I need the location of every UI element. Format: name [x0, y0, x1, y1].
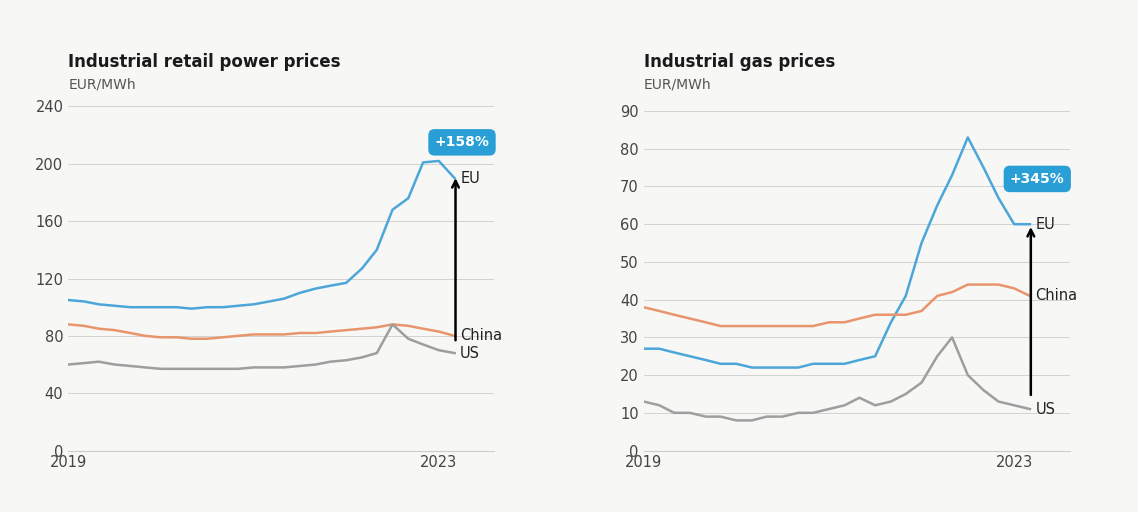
Text: EU: EU — [460, 170, 480, 186]
Text: Industrial gas prices: Industrial gas prices — [644, 53, 835, 71]
Text: China: China — [1036, 288, 1078, 304]
Text: EU: EU — [1036, 217, 1055, 232]
Text: US: US — [460, 346, 480, 360]
Text: China: China — [460, 328, 502, 344]
Text: +158%: +158% — [435, 135, 489, 150]
Text: +345%: +345% — [1009, 172, 1065, 186]
Text: EUR/MWh: EUR/MWh — [68, 78, 135, 92]
Text: Industrial retail power prices: Industrial retail power prices — [68, 53, 340, 71]
Text: US: US — [1036, 401, 1055, 417]
Text: EUR/MWh: EUR/MWh — [644, 78, 711, 92]
